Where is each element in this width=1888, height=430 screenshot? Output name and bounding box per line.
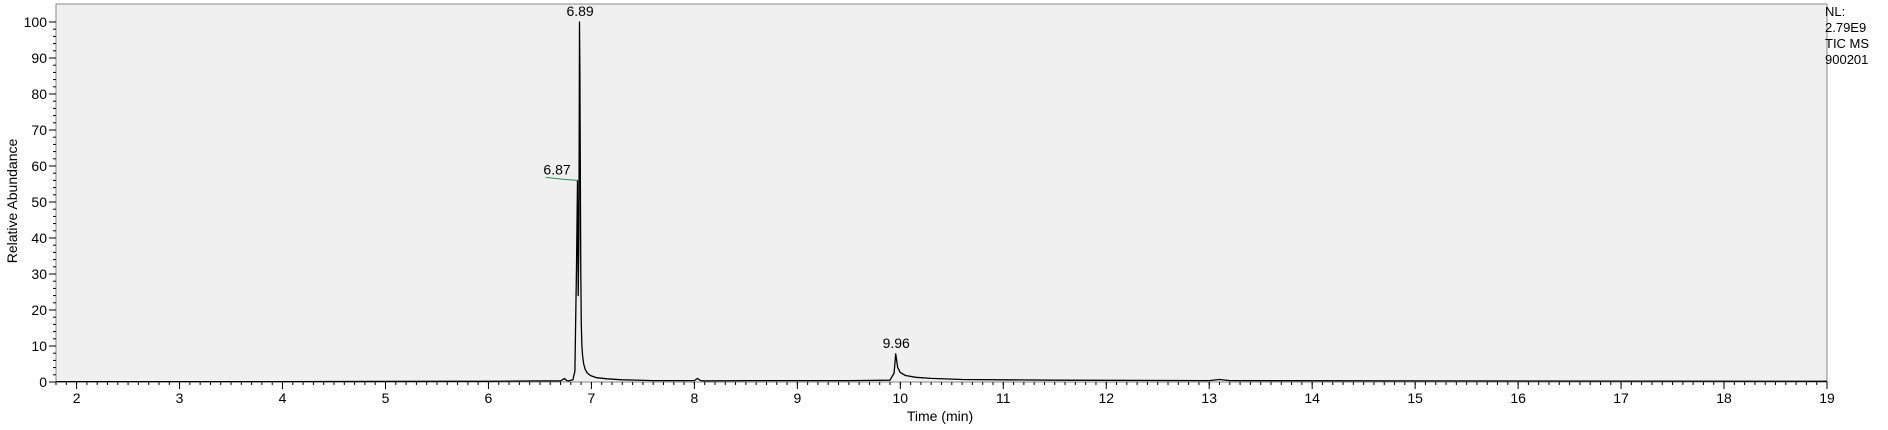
axis-ticks: 2 3 4 5 6 7 8 9 10 11 12 13 14 15 16 17 18 19 0 10 20 30 40 50 6… <box>24 14 1835 406</box>
plot-area <box>55 3 1828 383</box>
x-tick-label: 5 <box>382 390 390 406</box>
info-nl-label: NL: <box>1825 4 1846 19</box>
trace-layer <box>56 21 1828 383</box>
x-tick-label: 8 <box>690 390 698 406</box>
peak-label: 6.87 <box>543 161 570 177</box>
y-tick-label: 0 <box>39 374 47 390</box>
y-tick-label: 10 <box>31 338 47 354</box>
y-tick-label: 30 <box>31 266 47 282</box>
y-tick-label: 70 <box>31 122 47 138</box>
x-tick-label: 3 <box>176 390 184 406</box>
info-id: 900201 <box>1825 52 1869 67</box>
x-tick-label: 9 <box>793 390 801 406</box>
peak-leader-line <box>545 176 579 181</box>
x-tick-label: 13 <box>1201 390 1217 406</box>
y-tick-label: 60 <box>31 158 47 174</box>
x-tick-label: 12 <box>1098 390 1114 406</box>
x-tick-label: 2 <box>73 390 81 406</box>
x-tick-label: 18 <box>1716 390 1732 406</box>
y-tick-label: 100 <box>24 14 48 30</box>
x-tick-label: 11 <box>996 390 1011 406</box>
y-tick-label: 20 <box>31 302 47 318</box>
peak-labels: 6.89 6.87 9.96 <box>543 3 910 351</box>
y-tick-label: 80 <box>31 86 47 102</box>
y-axis-title: Relative Abundance <box>4 139 20 264</box>
x-tick-label: 16 <box>1510 390 1526 406</box>
peak-label: 6.89 <box>566 3 593 19</box>
series-line <box>56 21 1828 383</box>
x-tick-label: 10 <box>893 390 909 406</box>
info-panel: NL: 2.79E9 TIC MS 900201 <box>1825 4 1869 68</box>
peak-label: 9.96 <box>883 335 910 351</box>
x-tick-label: 19 <box>1819 390 1835 406</box>
y-tick-label: 40 <box>31 230 47 246</box>
y-tick-label: 50 <box>31 194 47 210</box>
x-tick-label: 4 <box>279 390 287 406</box>
x-tick-label: 17 <box>1613 390 1629 406</box>
info-scan-type: TIC MS <box>1825 36 1870 51</box>
info-nl-value: 2.79E9 <box>1825 20 1867 35</box>
x-tick-label: 6 <box>485 390 493 406</box>
y-tick-label: 90 <box>31 50 47 66</box>
x-tick-label: 7 <box>588 390 596 406</box>
x-tick-label: 15 <box>1407 390 1423 406</box>
x-tick-label: 14 <box>1304 390 1320 406</box>
x-axis-title: Time (min) <box>907 408 973 424</box>
